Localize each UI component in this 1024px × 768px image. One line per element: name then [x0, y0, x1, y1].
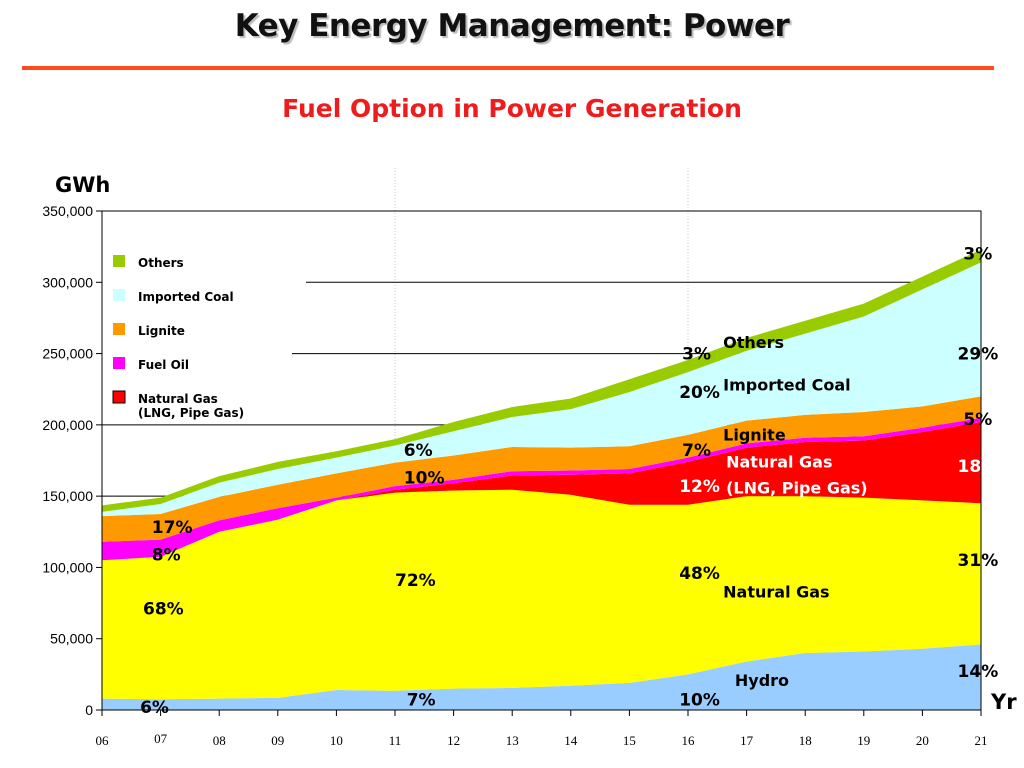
y-tick-label: 300,000 [42, 274, 93, 290]
percent-label: 8% [152, 545, 181, 565]
y-axis-label: GWh [55, 173, 110, 197]
percent-label: 6% [140, 698, 169, 718]
percent-label: 10% [404, 468, 445, 488]
series-label: Imported Coal [723, 376, 851, 395]
percent-label: 31% [958, 551, 999, 571]
area-natural_gas_lng [102, 422, 981, 561]
x-tick-label: 11 [389, 733, 402, 748]
x-tick-label: 19 [857, 733, 870, 748]
page-subtitle: Fuel Option in Power Generation [282, 94, 742, 123]
percent-label: 17% [152, 518, 193, 538]
legend-swatch-imported_coal [113, 289, 125, 301]
x-tick-label: 21 [975, 733, 988, 748]
legend-swatch-others [113, 255, 125, 267]
percent-label: 14% [958, 662, 999, 682]
legend-label-imported_coal: Imported Coal [138, 290, 234, 304]
series-label: Natural Gas [723, 582, 829, 601]
percent-label: 68% [143, 599, 184, 619]
legend-label-natural_gas_lng: Natural Gas [138, 392, 218, 406]
y-tick-label: 150,000 [42, 488, 93, 504]
series-label: Hydro [735, 671, 789, 690]
legend-swatch-lignite [113, 323, 125, 335]
x-tick-label: 16 [682, 733, 696, 748]
x-tick-label: 17 [740, 733, 754, 748]
percent-label: 10% [679, 691, 720, 711]
x-tick-label: 13 [506, 733, 519, 748]
x-axis-label: Yr [990, 690, 1017, 714]
area-natural_gas [102, 489, 981, 700]
x-tick-label: 14 [564, 733, 578, 748]
x-tick-label: 18 [799, 733, 812, 748]
percent-label: 20% [679, 383, 720, 403]
x-tick-label: 15 [623, 733, 636, 748]
legend-swatch-natural_gas_lng [112, 390, 126, 404]
series-label: Lignite [723, 426, 786, 445]
area-imported_coal [102, 262, 981, 517]
percent-label: 3% [963, 244, 992, 264]
page-title: Key Energy Management: Power [234, 8, 790, 44]
legend-label-others: Others [138, 256, 184, 270]
legend-label-lignite: Lignite [138, 324, 185, 338]
title-divider [22, 66, 994, 70]
x-tick-label: 10 [330, 733, 343, 748]
percent-label: 29% [958, 344, 999, 364]
percent-label: 7% [407, 691, 436, 711]
x-tick-label: 06 [96, 733, 110, 748]
x-tick-label: 07 [154, 731, 168, 746]
x-tick-label: 09 [271, 733, 284, 748]
percent-label: 48% [679, 564, 720, 584]
y-tick-label: 100,000 [42, 559, 93, 575]
legend-label-natural_gas_lng: (LNG, Pipe Gas) [138, 406, 244, 420]
legend-label-fuel_oil: Fuel Oil [138, 358, 189, 372]
percent-label: 18% [958, 457, 999, 477]
area-hydro [102, 644, 981, 710]
y-tick-label: 200,000 [42, 417, 93, 433]
series-label: Natural Gas [726, 453, 832, 472]
x-tick-label: 08 [213, 733, 226, 748]
percent-label: 6% [404, 441, 433, 461]
x-tick-label: 20 [916, 733, 929, 748]
y-tick-label: 50,000 [50, 631, 93, 647]
percent-label: 7% [682, 441, 711, 461]
series-label: (LNG, Pipe Gas) [726, 478, 868, 497]
series-label: Others [723, 333, 784, 352]
percent-label: 5% [963, 410, 992, 430]
plot-border [101, 210, 982, 711]
area-fuel_oil [102, 417, 981, 561]
percent-label: 72% [395, 571, 436, 591]
percent-label: 3% [682, 344, 711, 364]
x-tick-label: 12 [447, 733, 460, 748]
y-tick-label: 350,000 [42, 203, 93, 219]
y-tick-label: 250,000 [42, 346, 93, 362]
area-lignite [102, 396, 981, 542]
percent-label: 12% [679, 477, 720, 497]
y-tick-label: 0 [85, 702, 93, 718]
legend-swatch-fuel_oil [113, 357, 125, 369]
